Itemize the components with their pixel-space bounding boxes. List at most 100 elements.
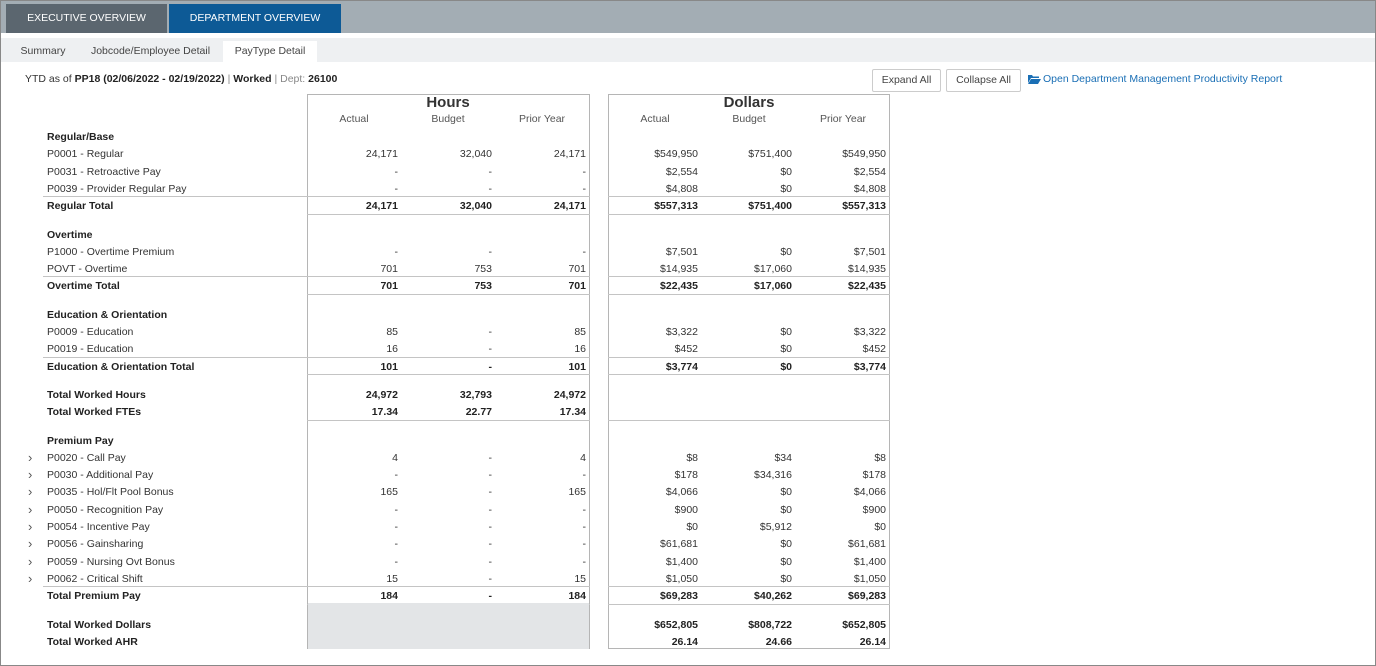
row-label: P0001 - Regular bbox=[47, 148, 124, 161]
dollars-cell: $14,935 bbox=[848, 263, 886, 276]
dollars-cell: $34,316 bbox=[754, 469, 792, 482]
row-label: P0035 - Hol/Flt Pool Bonus bbox=[47, 486, 174, 499]
expand-arrow[interactable]: › bbox=[28, 519, 33, 534]
row-divider bbox=[43, 276, 307, 278]
hours-cell: - bbox=[488, 486, 493, 499]
dollars-cell: $17,060 bbox=[754, 263, 792, 276]
empty-hours-cell bbox=[308, 613, 589, 632]
dollars-cell: $652,805 bbox=[842, 618, 886, 631]
dollars-cell: $3,322 bbox=[853, 326, 886, 338]
sub-tab[interactable]: Summary bbox=[20, 45, 66, 57]
tab-active[interactable]: DEPARTMENT OVERVIEW bbox=[169, 4, 341, 33]
section-title: Regular/Base bbox=[47, 131, 115, 143]
hours-cell: 17.34 bbox=[371, 406, 398, 419]
dollars-cell: $557,313 bbox=[842, 200, 886, 213]
report-link[interactable]: Open Department Management Productivity … bbox=[1043, 73, 1283, 85]
hours-cell: - bbox=[582, 503, 587, 516]
info-sep: | Dept: bbox=[274, 73, 306, 85]
row-divider bbox=[608, 276, 890, 278]
row-divider bbox=[43, 356, 307, 358]
hours-cell: 85 bbox=[574, 326, 586, 338]
row-divider bbox=[307, 586, 590, 588]
block-divider bbox=[307, 213, 590, 215]
dollars-cell: $0 bbox=[780, 486, 792, 499]
dollars-cell: $3,322 bbox=[665, 326, 698, 338]
expand-arrow[interactable]: › bbox=[28, 570, 33, 586]
dollars-cell: $0 bbox=[780, 572, 792, 585]
hours-cell: - bbox=[582, 182, 587, 195]
hours-cell: - bbox=[394, 521, 399, 533]
hours-cell: - bbox=[394, 165, 399, 178]
dollars-cell: $900 bbox=[674, 503, 698, 516]
hours-cell: - bbox=[582, 555, 587, 568]
block-divider bbox=[608, 373, 890, 375]
hours-cell: 15 bbox=[574, 572, 586, 585]
dollars-cell: $4,808 bbox=[853, 182, 886, 195]
hours-cell: 16 bbox=[574, 343, 586, 356]
hours-cell: 184 bbox=[568, 590, 586, 603]
row-label: P1000 - Overtime Premium bbox=[47, 245, 175, 258]
expand-arrow[interactable]: › bbox=[28, 553, 33, 569]
section-title: Overtime bbox=[47, 228, 93, 241]
expand-arrow[interactable]: › bbox=[28, 484, 33, 500]
expand-arrow[interactable]: › bbox=[28, 501, 33, 517]
collapse-all-button[interactable]: Collapse All bbox=[946, 69, 1021, 92]
expand-arrow[interactable]: › bbox=[28, 536, 33, 552]
dollars-cell: $808,722 bbox=[748, 618, 792, 631]
section-title: Premium Pay bbox=[47, 434, 114, 447]
dollars-cell: $1,050 bbox=[665, 572, 698, 585]
hours-cell: - bbox=[582, 165, 587, 178]
hours-cell: 24,972 bbox=[365, 388, 398, 401]
tab[interactable]: EXECUTIVE OVERVIEW bbox=[6, 4, 167, 33]
hours-cell: 701 bbox=[568, 263, 586, 276]
row-label: P0020 - Call Pay bbox=[47, 451, 126, 464]
dollars-cell: $0 bbox=[780, 503, 792, 516]
hours-cell: 101 bbox=[568, 360, 586, 373]
dollars-cell: $0 bbox=[780, 182, 792, 195]
hours-cell: 165 bbox=[568, 486, 586, 499]
block-divider bbox=[307, 373, 590, 375]
expand-arrow[interactable]: › bbox=[28, 449, 33, 465]
row-label: P0039 - Provider Regular Pay bbox=[47, 182, 187, 195]
expand-all-button[interactable]: Expand All bbox=[872, 69, 941, 92]
dollars-cell: 26.14 bbox=[859, 635, 886, 648]
row-label: P0050 - Recognition Pay bbox=[47, 503, 164, 516]
hours-cell: 184 bbox=[380, 590, 398, 603]
row-label: P0054 - Incentive Pay bbox=[47, 521, 150, 533]
dollars-cell: $0 bbox=[780, 555, 792, 568]
expand-arrow[interactable]: › bbox=[28, 467, 33, 483]
hours-cell: - bbox=[488, 343, 493, 356]
dollars-cell: $34 bbox=[774, 451, 792, 464]
total-label: Overtime Total bbox=[47, 280, 120, 293]
dollars-cell: $1,050 bbox=[853, 572, 886, 585]
block-divider bbox=[608, 293, 890, 295]
dollars-cell: $3,774 bbox=[853, 360, 886, 373]
dollars-cell: $22,435 bbox=[660, 280, 698, 293]
total-label: Total Worked AHR bbox=[47, 635, 138, 648]
sub-tab[interactable]: Jobcode/Employee Detail bbox=[90, 45, 211, 57]
hours-cell: 101 bbox=[380, 360, 398, 373]
dollars-cell: $7,501 bbox=[853, 245, 886, 258]
dollars-cell: $3,774 bbox=[665, 360, 698, 373]
hours-cell: - bbox=[488, 538, 493, 551]
row-divider bbox=[608, 356, 890, 358]
empty-hours-cell bbox=[308, 602, 589, 615]
hours-cell: - bbox=[394, 245, 399, 258]
hours-cell: 32,793 bbox=[459, 388, 492, 401]
total-label: Total Premium Pay bbox=[47, 590, 141, 603]
row-label: P0030 - Additional Pay bbox=[47, 469, 154, 482]
dollars-cell: $557,313 bbox=[654, 200, 698, 213]
dollars-cell: $14,935 bbox=[660, 263, 698, 276]
info-dept: 26100 bbox=[308, 73, 338, 85]
dollars-cell: $61,681 bbox=[660, 538, 698, 551]
dollars-cell: $2,554 bbox=[853, 165, 886, 178]
sub-tab-active[interactable]: PayType Detail bbox=[223, 41, 317, 62]
row-label: POVT - Overtime bbox=[47, 263, 128, 276]
dollars-cell: $40,262 bbox=[754, 590, 792, 603]
hours-cell: 24,171 bbox=[365, 148, 398, 161]
dollars-cell: $0 bbox=[780, 326, 792, 338]
block-divider bbox=[608, 603, 890, 605]
sub-tab-bar: Summary Jobcode/Employee Detail PayType … bbox=[1, 38, 1375, 62]
folder-icon bbox=[1028, 75, 1041, 84]
